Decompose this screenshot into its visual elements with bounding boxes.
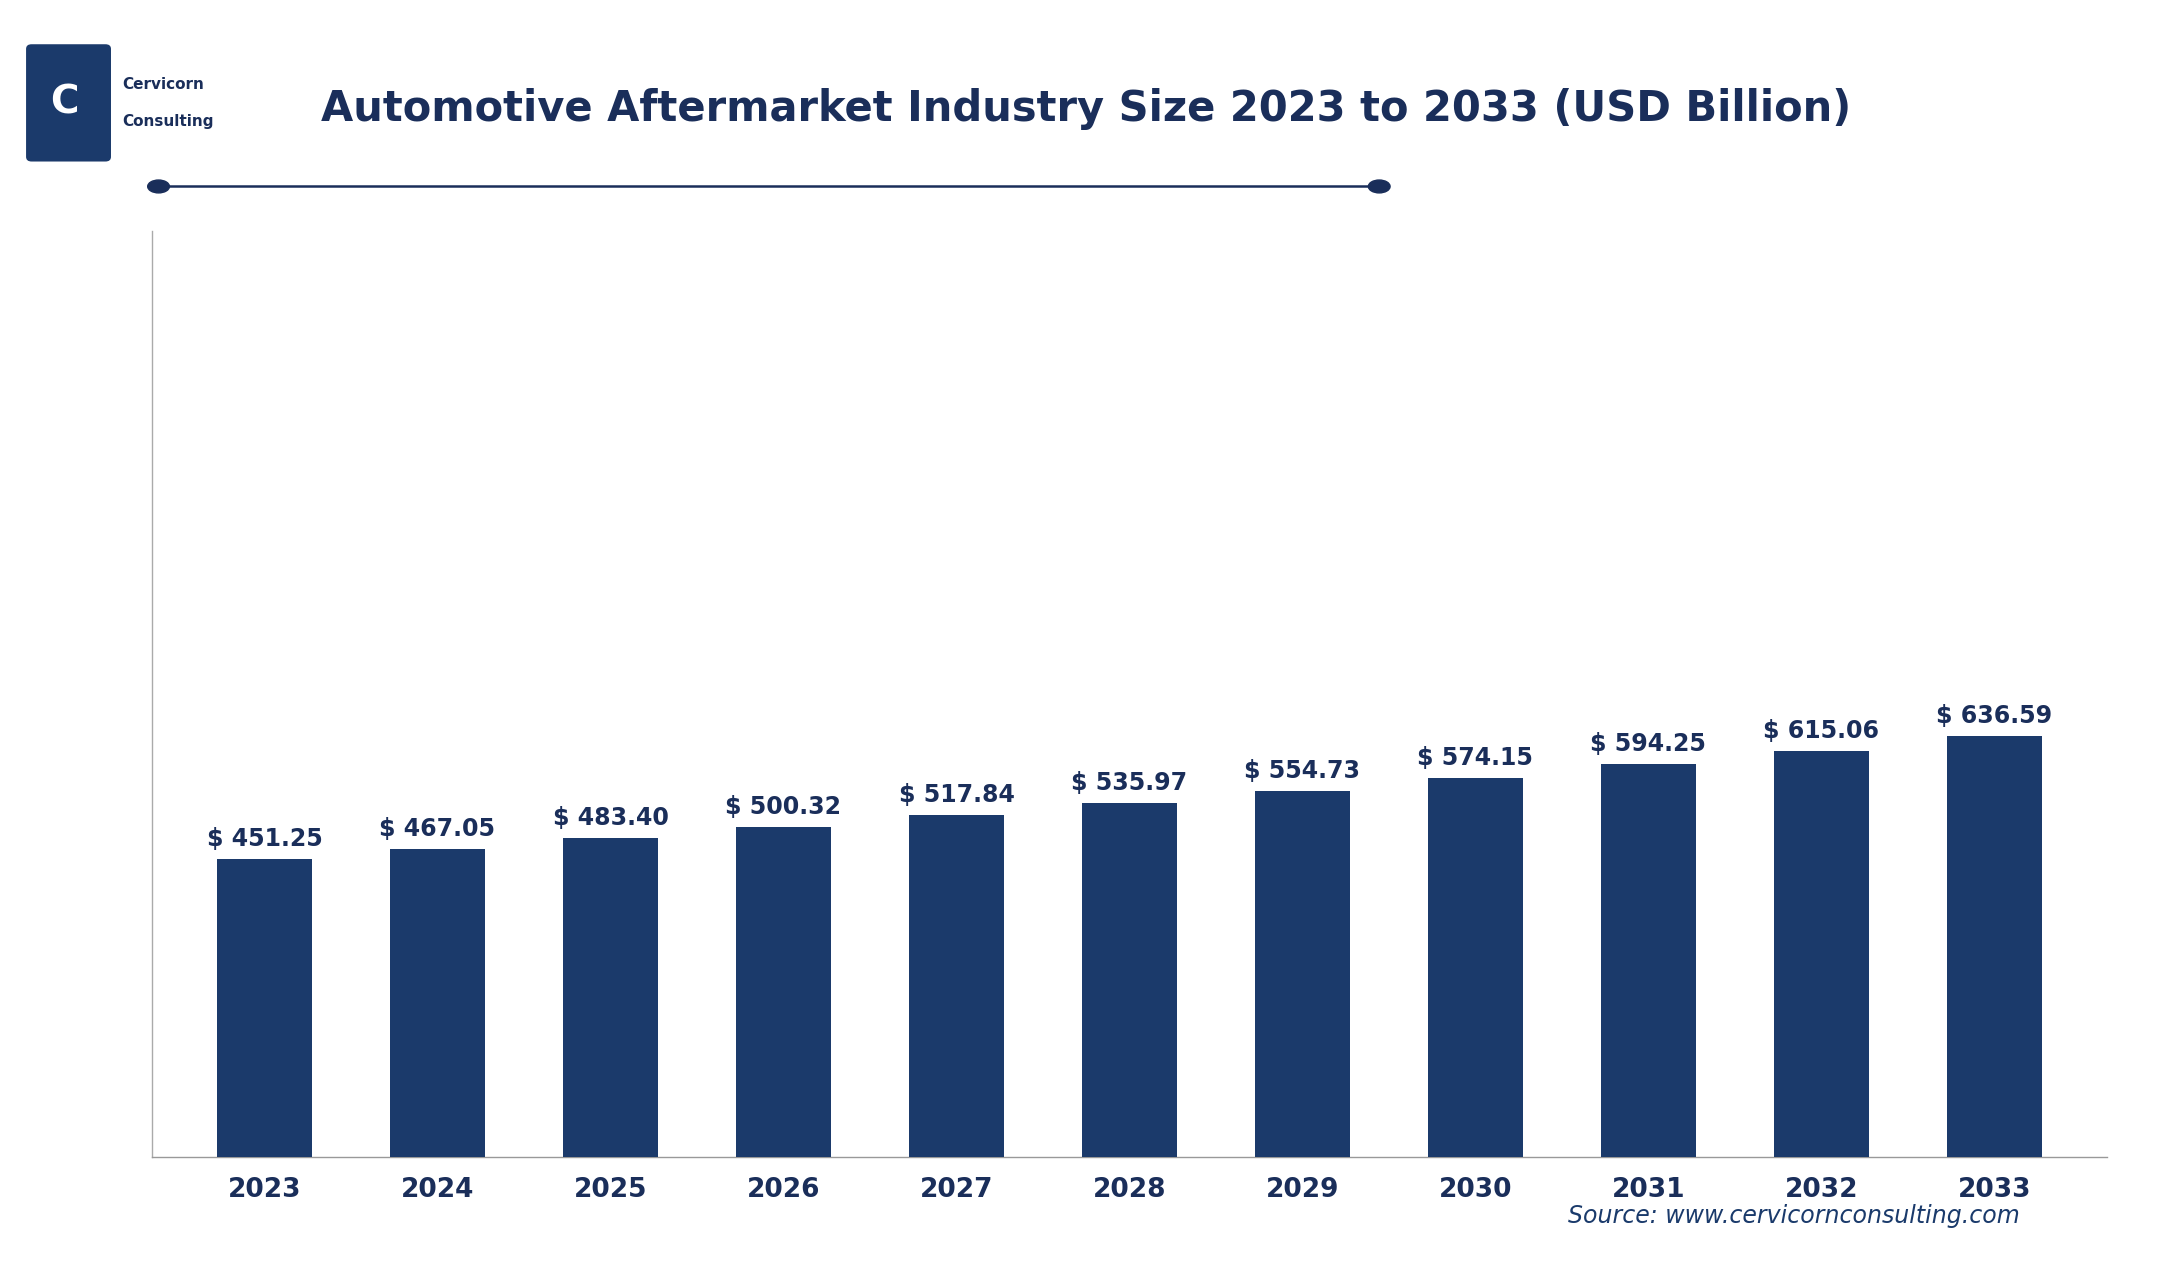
Text: Cervicorn: Cervicorn	[122, 77, 204, 91]
Bar	[1082, 802, 1177, 1157]
Text: $ 574.15: $ 574.15	[1418, 746, 1533, 770]
Text: $ 615.06: $ 615.06	[1764, 719, 1879, 743]
Text: $ 636.59: $ 636.59	[1935, 705, 2053, 728]
Bar	[1775, 751, 1868, 1157]
Text: $ 517.84: $ 517.84	[899, 783, 1014, 808]
Text: $ 554.73: $ 554.73	[1245, 759, 1360, 783]
Bar	[1946, 737, 2042, 1157]
Bar	[736, 827, 832, 1157]
Text: $ 451.25: $ 451.25	[206, 827, 321, 851]
Text: $ 500.32: $ 500.32	[725, 795, 841, 819]
FancyBboxPatch shape	[26, 44, 111, 162]
Text: Automotive Aftermarket Industry Size 2023 to 2033 (USD Billion): Automotive Aftermarket Industry Size 202…	[321, 89, 1851, 130]
Text: C: C	[50, 84, 78, 122]
Text: $ 467.05: $ 467.05	[380, 817, 495, 841]
Text: Consulting: Consulting	[122, 114, 213, 129]
Bar	[1255, 791, 1351, 1157]
Text: $ 594.25: $ 594.25	[1590, 733, 1707, 756]
Bar	[1601, 764, 1696, 1157]
Text: $ 483.40: $ 483.40	[552, 806, 669, 829]
Text: $ 535.97: $ 535.97	[1071, 772, 1188, 795]
Bar	[391, 849, 484, 1157]
Bar	[217, 859, 313, 1157]
Text: Source: www.cervicornconsulting.com: Source: www.cervicornconsulting.com	[1568, 1204, 2020, 1228]
Bar	[908, 815, 1003, 1157]
Bar	[563, 837, 658, 1157]
Bar	[1427, 778, 1523, 1157]
